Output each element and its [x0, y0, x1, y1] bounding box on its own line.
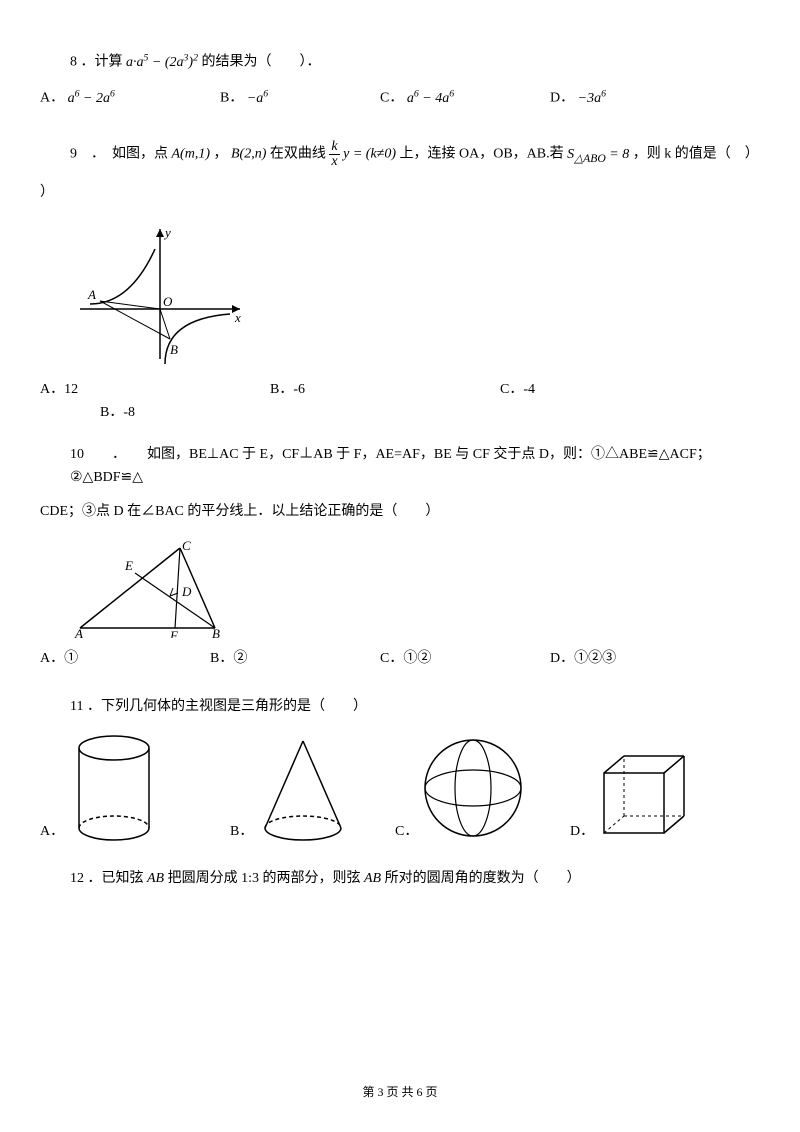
q9-label-y: y [163, 225, 171, 240]
q10-opt-d: D．①②③ [550, 648, 616, 670]
q11-shape-c: C． [395, 733, 570, 843]
svg-text:A: A [74, 626, 83, 638]
q8-opt-b: B． −a6 [220, 86, 380, 110]
q8-opt-d: D． −3a6 [550, 86, 606, 110]
svg-text:D: D [181, 584, 192, 599]
q9-paren: ） [40, 182, 760, 204]
question-8: 8 ．计算 a·a5 − (2a3)2 的结果为（ ）． A． a6 − 2a6… [40, 50, 760, 110]
page-footer: 第 3 页 共 6 页 [0, 1083, 800, 1102]
q9-graph: y x A B O [70, 219, 760, 369]
q10-opt-c: C．①② [380, 648, 550, 670]
q9-opt-a: A．12 [40, 379, 270, 401]
q11-shape-b: B． [230, 733, 395, 843]
q9-label-a: A [87, 287, 96, 302]
q9-opt-d: C．-4 [500, 379, 535, 401]
q10-opt-b: B．② [210, 648, 380, 670]
q10-line2: CDE；③点 D 在∠BAC 的平分线上．以上结论正确的是（ ） [40, 501, 760, 523]
q10-options: A．① B．② C．①② D．①②③ [40, 648, 760, 670]
q9-label-b: B [170, 342, 178, 357]
svg-text:F: F [169, 628, 179, 638]
q9-text: 9 ． 如图，点 A(m,1) ， B(2,n) 在双曲线 k x y = (k… [70, 140, 760, 170]
svg-text:E: E [124, 558, 133, 573]
q8-expr: a·a5 − (2a3)2 [126, 55, 198, 70]
q8-prefix: 8 ．计算 [70, 55, 123, 70]
svg-text:B: B [212, 626, 220, 638]
q12-text: 12 ．已知弦 AB 把圆周分成 1:3 的两部分，则弦 AB 所对的圆周角的度… [70, 868, 760, 890]
q9-label-x: x [234, 310, 241, 325]
question-9: 9 ． 如图，点 A(m,1) ， B(2,n) 在双曲线 k x y = (k… [40, 140, 760, 424]
q11-text: 11 ．下列几何体的主视图是三角形的是（ ） [70, 696, 760, 718]
question-10: 10 ． 如图，BE⊥AC 于 E，CF⊥AB 于 F，AE=AF，BE 与 C… [40, 444, 760, 671]
q8-text: 8 ．计算 a·a5 − (2a3)2 的结果为（ ）． [70, 50, 760, 74]
q8-suffix: 的结果为（ ）． [202, 55, 321, 70]
q8-opt-c: C． a6 − 4a6 [380, 86, 550, 110]
question-11: 11 ．下列几何体的主视图是三角形的是（ ） A． B． C． [40, 696, 760, 843]
q8-opt-a: A． a6 − 2a6 [40, 86, 220, 110]
q8-options: A． a6 − 2a6 B． −a6 C． a6 − 4a6 D． −3a6 [40, 86, 760, 110]
q9-options: A．12 B．-6 C．-4 B．-8 [40, 379, 760, 424]
q9-opt-c: B．-6 [270, 379, 500, 401]
question-12: 12 ．已知弦 AB 把圆周分成 1:3 的两部分，则弦 AB 所对的圆周角的度… [40, 868, 760, 890]
q11-shape-d: D． [570, 748, 694, 843]
q10-line1: 10 ． 如图，BE⊥AC 于 E，CF⊥AB 于 F，AE=AF，BE 与 C… [70, 444, 760, 489]
q10-graph: A B C D E F [70, 538, 760, 638]
q9-label-o: O [163, 294, 173, 309]
q9-opt-b: B．-8 [100, 405, 135, 420]
svg-text:C: C [182, 538, 191, 553]
q11-shape-a: A． [40, 733, 230, 843]
q11-shapes: A． B． C． [40, 733, 760, 843]
q10-opt-a: A．① [40, 648, 210, 670]
